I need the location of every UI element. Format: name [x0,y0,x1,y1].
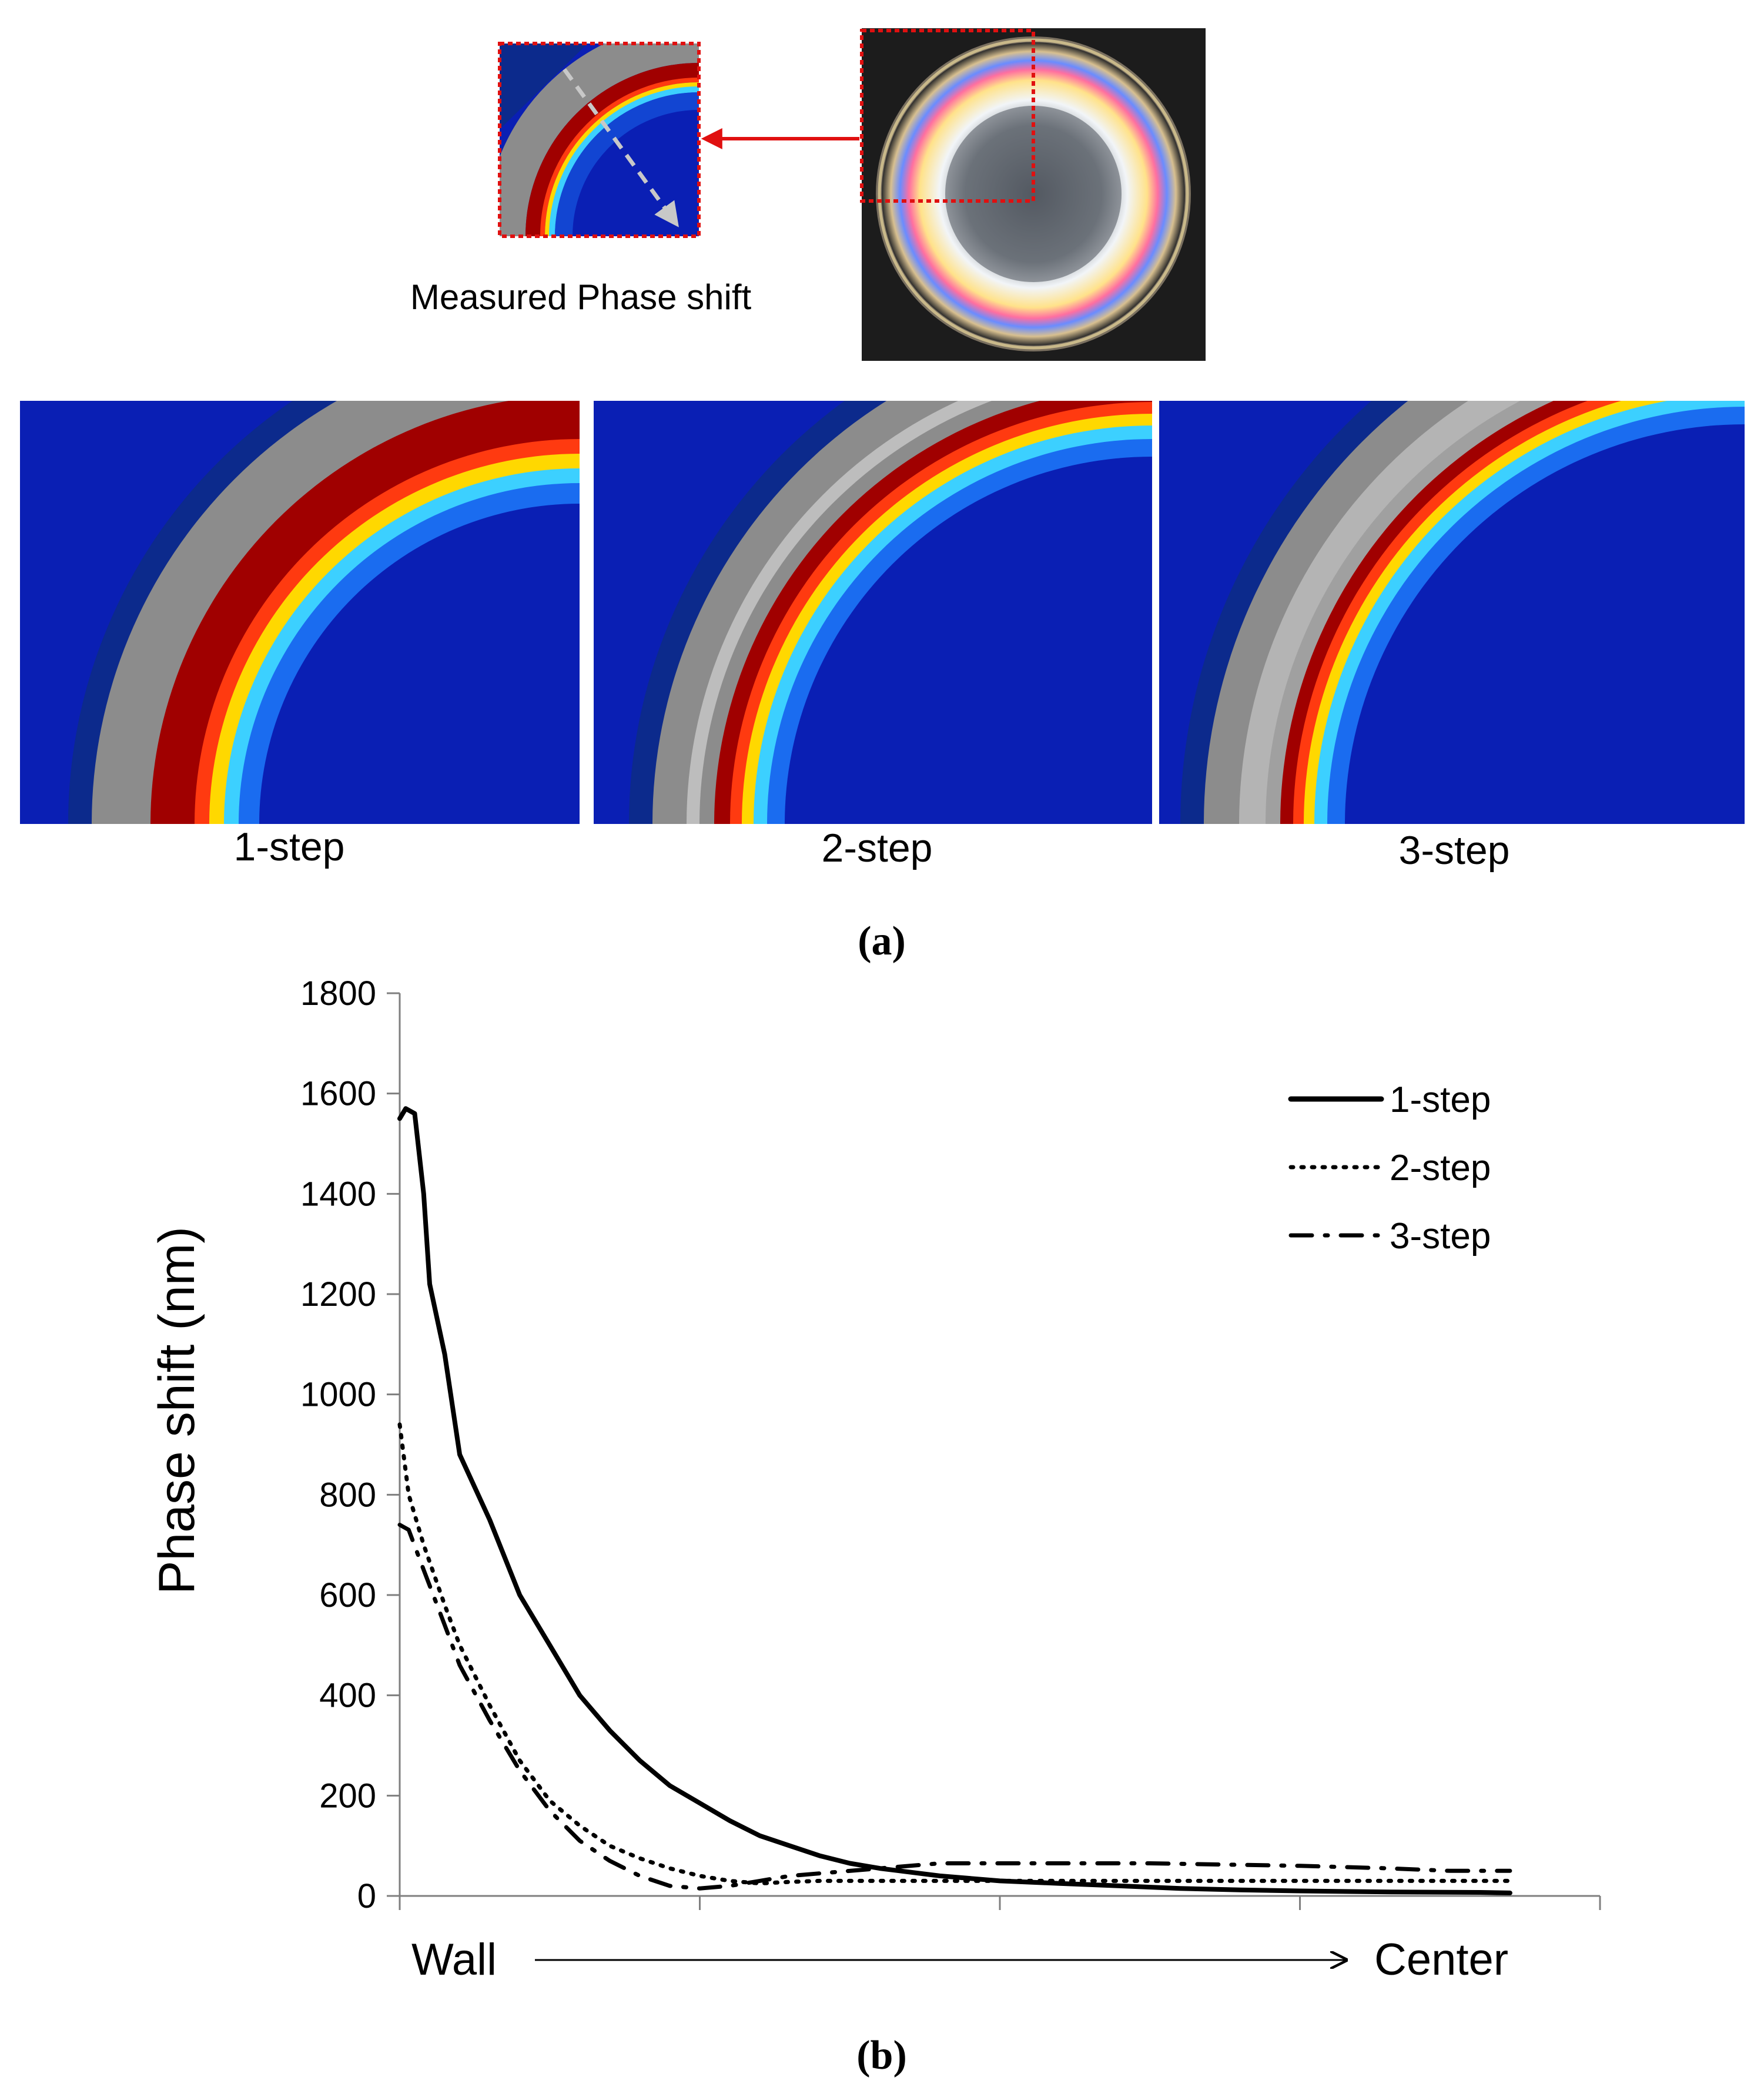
x-axis-wall-label: Wall [411,1935,497,1985]
chart-legend: 1-step 2-step 3-step [1288,1080,1491,1257]
y-tick-label-6: 1200 [300,1275,376,1314]
legend-label-1-step: 1-step [1390,1080,1491,1120]
y-tick-label-3: 600 [319,1576,376,1614]
y-tick-label-4: 800 [319,1476,376,1514]
measurement-arrow [563,68,679,227]
phase-map-thumbnail [500,43,699,236]
caption-a: (a) [858,919,906,964]
phase-map-2-step [594,401,1152,824]
phase-map-1-step [20,401,580,824]
y-tick-label-0: 0 [357,1877,376,1915]
y-tick-label-7: 1400 [300,1175,376,1213]
panel-a: Measured Phase shift [20,28,1745,964]
chart-series [397,1106,1512,1895]
caption-b: (b) [856,2033,907,2078]
phase-shift-chart: Phase shift (nm) 0 200 400 600 800 1000 1200 14… [149,974,1601,2078]
legend-label-2-step: 2-step [1390,1148,1491,1188]
step-label-3: 3-step [1399,828,1510,873]
legend-label-3-step: 3-step [1390,1216,1491,1257]
y-tick-label-1: 200 [319,1777,376,1815]
y-axis: 0 200 400 600 800 1000 1200 1400 1600 1800 [300,974,401,1915]
series-line-3-step [397,1523,1512,1891]
measured-phase-shift-label: Measured Phase shift [410,277,752,317]
thumbnail-frame [498,42,701,238]
y-tick-label-5: 1000 [300,1376,376,1414]
x-axis [399,1895,1601,1910]
step-label-2: 2-step [822,826,933,870]
y-tick-label-2: 400 [319,1677,376,1715]
series-line-2-step [397,1422,1512,1886]
y-tick-label-9: 1800 [300,974,376,1013]
petri-dish-photo [860,28,1206,361]
zoom-region-box [860,29,1035,203]
y-tick-label-8: 1600 [300,1075,376,1113]
phase-map-3-step [1159,401,1745,824]
step-label-1: 1-step [234,825,345,869]
x-axis-center-label: Center [1374,1935,1508,1985]
series-line-1-step [397,1106,1512,1895]
y-axis-label: Phase shift (nm) [149,1227,205,1594]
